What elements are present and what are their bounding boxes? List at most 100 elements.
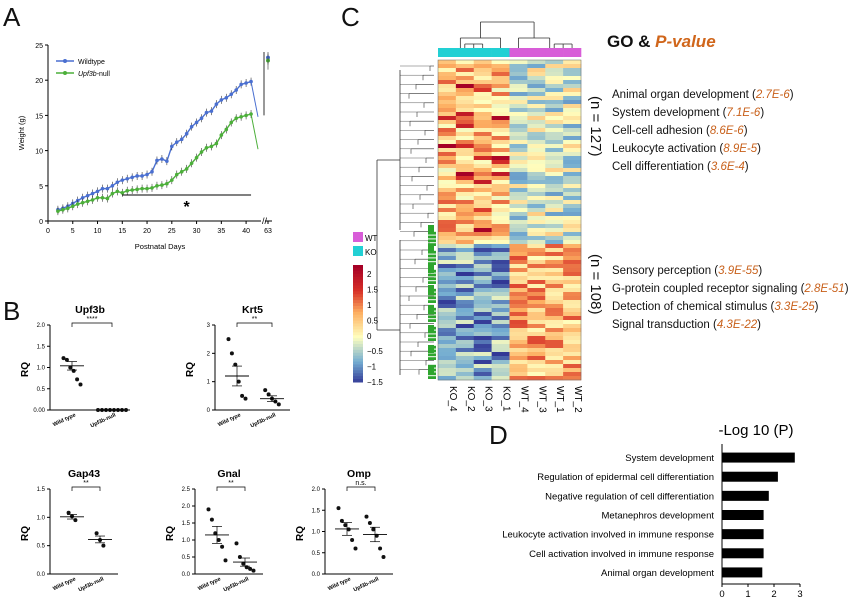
colorbar-segment	[353, 285, 363, 289]
heatmap-cell	[527, 280, 546, 285]
heatmap-cell	[527, 240, 546, 245]
heatmap-cell	[563, 264, 582, 269]
heatmap-cell	[491, 96, 510, 101]
heatmap-cell	[491, 364, 510, 369]
row-group-marker	[428, 325, 434, 333]
bar	[722, 510, 764, 520]
go-bar-chart: -Log 10 (P) System development Regulation …	[502, 422, 802, 600]
x-tick-label: 10	[94, 228, 102, 235]
heatmap-cell	[509, 260, 528, 265]
heatmap-cell	[545, 236, 564, 241]
heatmap-cell	[438, 68, 457, 73]
wt-point	[353, 546, 358, 551]
heatmap-cell	[438, 308, 457, 313]
heatmap-cell	[545, 120, 564, 125]
heatmap-cell	[455, 176, 475, 181]
heatmap-cell	[527, 324, 546, 329]
heatmap-cell	[545, 332, 564, 337]
go-term-name: Cell-cell adhesion	[612, 125, 703, 137]
heatmap-cell	[563, 372, 582, 377]
row-group-marker	[428, 254, 436, 258]
heatmap-cell	[438, 212, 457, 217]
heatmap-cell	[455, 148, 475, 153]
heatmap-cell	[491, 260, 510, 265]
data-point	[80, 200, 85, 205]
y-tick-label: 0	[207, 408, 211, 414]
heatmap-cell	[491, 292, 510, 297]
heatmap-cell	[438, 328, 457, 333]
heatmap-cell	[438, 316, 457, 321]
heatmap-cell	[491, 108, 510, 113]
heatmap-cell	[509, 328, 528, 333]
heatmap-cell	[455, 264, 475, 269]
heatmap-cell	[527, 172, 546, 177]
pvalue-header-text: P-value	[655, 32, 716, 51]
heatmap-cell	[455, 184, 475, 189]
x-tick-label: 20	[143, 228, 151, 235]
go-term-name: Cell differentiation	[612, 161, 704, 173]
data-point	[75, 202, 80, 206]
bar	[722, 548, 764, 559]
heatmap-cell	[563, 312, 582, 317]
row-group-marker	[428, 245, 434, 253]
heatmap-cell	[438, 84, 457, 89]
heatmap-cell	[509, 332, 528, 337]
heatmap-cell	[527, 320, 546, 325]
heatmap-cell	[545, 272, 564, 277]
heatmap-cell	[455, 160, 475, 165]
data-point	[90, 191, 95, 196]
data-point	[224, 127, 229, 132]
heatmap-cell	[438, 148, 457, 153]
significance-bracket	[236, 322, 273, 327]
heatmap-cell	[438, 132, 457, 137]
heatmap-cell	[491, 352, 510, 357]
heatmap-cell	[438, 196, 457, 201]
colorbar-segment	[353, 282, 363, 286]
heatmap-cell	[563, 228, 582, 233]
category-label: Wild type	[52, 412, 77, 428]
heatmap-cell	[438, 284, 457, 289]
data-point	[194, 155, 199, 160]
heatmap-cell	[438, 64, 457, 69]
heatmap-cell	[563, 296, 582, 301]
heatmap-cell	[438, 312, 457, 317]
category-label: Upf3b-null	[353, 576, 381, 593]
heatmap-cell	[509, 376, 528, 381]
heatmap-cell	[563, 248, 582, 253]
data-point	[150, 169, 154, 174]
heatmap-cell	[509, 152, 528, 157]
column-label: WT_3	[536, 386, 547, 413]
data-point	[125, 188, 130, 193]
heatmap-cell	[509, 204, 528, 209]
chart-title: -Log 10 (P)	[718, 422, 793, 439]
x-tick-label: 0	[46, 228, 50, 235]
heatmap-cell	[509, 324, 528, 329]
ko-point	[248, 566, 253, 571]
heatmap-cell	[509, 344, 528, 349]
heatmap-cell	[438, 276, 457, 281]
heatmap-cell	[438, 164, 457, 169]
heatmap-cell	[509, 300, 528, 305]
column-label: KO_3	[483, 386, 494, 412]
heatmap-cell	[563, 220, 582, 225]
colorbar-tick-label: −0.5	[367, 347, 383, 356]
heatmap-cell	[438, 160, 457, 165]
colorbar-segment	[353, 326, 363, 330]
heatmap-cell	[438, 156, 457, 161]
heatmap-cell	[545, 128, 564, 133]
heatmap-cell	[491, 308, 510, 313]
colorbar-tick-label: 0	[367, 332, 372, 341]
colorbar-segment	[353, 358, 363, 363]
heatmap-cell	[455, 68, 475, 73]
heatmap-cell	[438, 152, 457, 157]
heatmap-cell	[455, 212, 475, 217]
heatmap-cell	[563, 268, 582, 273]
heatmap-cell	[438, 268, 457, 273]
heatmap-cell	[509, 356, 528, 361]
heatmap-cell	[563, 224, 582, 229]
heatmap-cell	[455, 92, 475, 97]
heatmap-cell	[455, 180, 475, 185]
heatmap-cell	[438, 100, 457, 105]
heatmap-cell	[545, 228, 564, 233]
colorbar-segment	[353, 367, 363, 371]
